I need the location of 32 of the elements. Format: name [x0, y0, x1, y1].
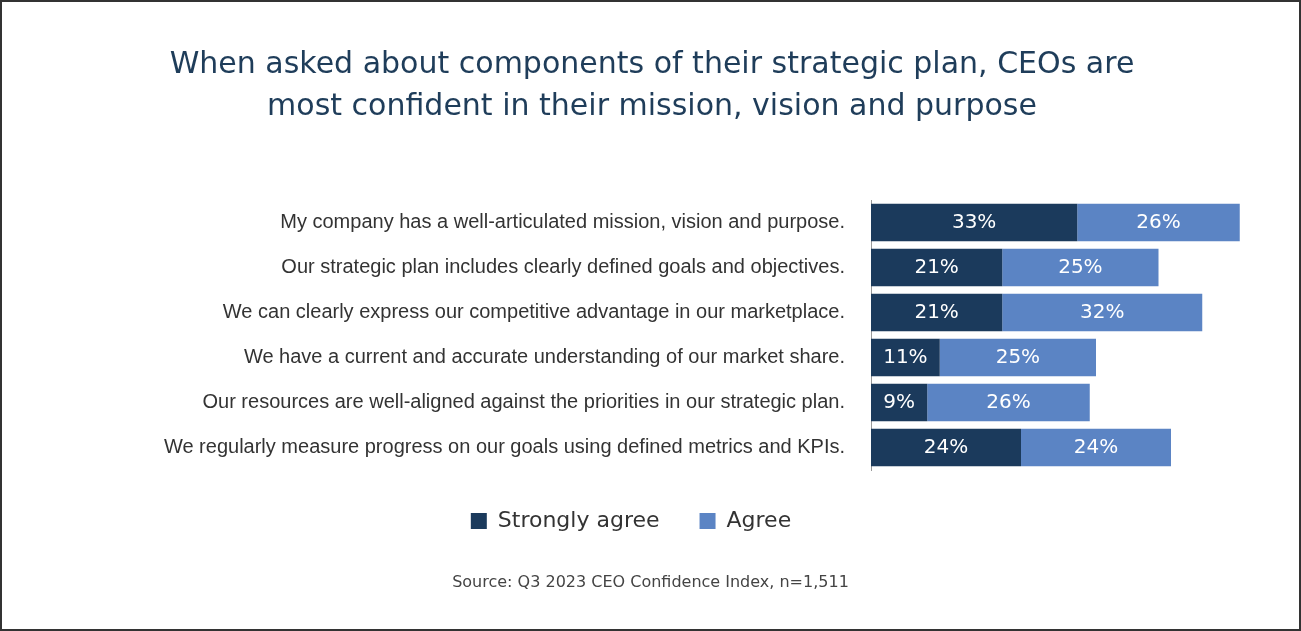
- y-tick-label: We have a current and accurate understanding of our market share.: [243, 345, 845, 368]
- bar: [939, 338, 1096, 377]
- data-label: 21%: [914, 253, 959, 278]
- data-label: 26%: [986, 388, 1031, 413]
- y-tick-label: Our strategic plan includes clearly defined goals and objectives.: [281, 255, 845, 278]
- chart-title: When asked about components of their strategic plan, CEOs are most confident in their mission, vision and purpose: [168, 44, 1136, 124]
- bar: [927, 383, 1090, 422]
- y-tick-label: Our resources are well-aligned against the priorities in our strategic plan.: [202, 390, 845, 413]
- data-label: 25%: [1058, 253, 1103, 278]
- data-label: 21%: [914, 298, 959, 323]
- y-tick-label: We regularly measure progress on our goals using defined metrics and KPIs.: [163, 435, 845, 458]
- data-label: 26%: [1136, 208, 1181, 233]
- bar: [871, 293, 1003, 332]
- y-tick-label: We can clearly express our competitive advantage in our marketplace.: [222, 300, 845, 323]
- bar: [1002, 248, 1159, 287]
- data-label: 24%: [1073, 433, 1119, 458]
- legend-label: Agree: [726, 506, 792, 532]
- data-label: 25%: [995, 343, 1041, 368]
- bar: [1021, 428, 1171, 467]
- bar: [871, 203, 1078, 242]
- data-label: 32%: [1080, 298, 1125, 323]
- data-label: 9%: [883, 388, 915, 413]
- bar: [871, 428, 1021, 467]
- y-tick-label: My company has a well-articulated mission, vision and purpose.: [280, 210, 845, 233]
- data-label: 33%: [951, 208, 997, 233]
- bar: [871, 248, 1003, 287]
- legend-label: Strongly agree: [497, 506, 660, 532]
- data-label: 24%: [923, 433, 969, 458]
- data-label: 11%: [883, 343, 928, 368]
- bar: [1077, 203, 1240, 242]
- bar: [1002, 293, 1203, 332]
- source-note: Source: Q3 2023 CEO Confidence Index, n=1,511: [451, 572, 850, 591]
